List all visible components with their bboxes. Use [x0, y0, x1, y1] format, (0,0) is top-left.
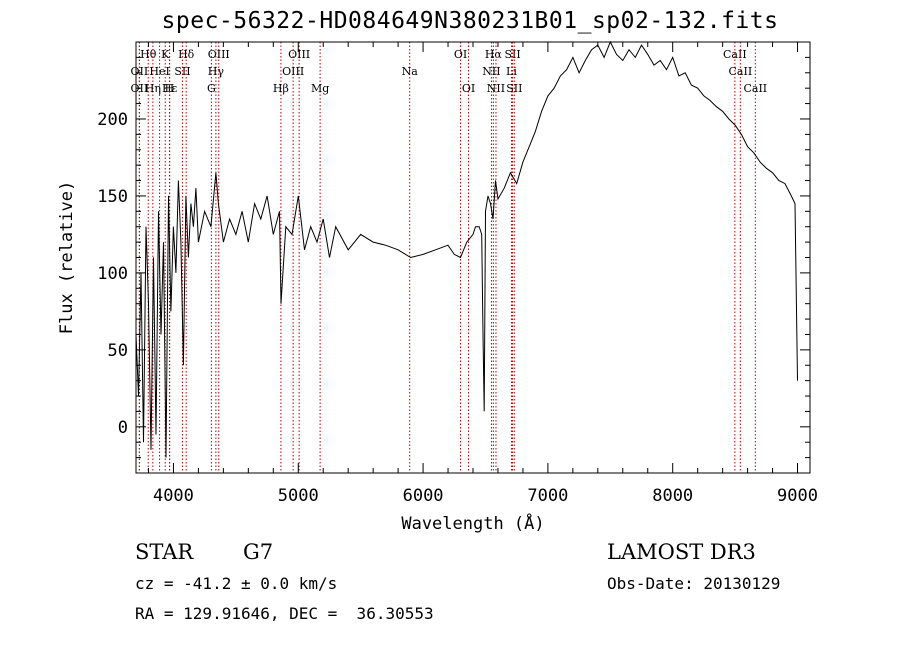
spectral-line-label: CaII: [723, 48, 747, 61]
spectral-line-label: SII: [504, 48, 520, 61]
chart-title: spec-56322-HD084649N380231B01_sp02-132.f…: [161, 8, 779, 34]
spectral-line-label: SII: [174, 65, 190, 78]
y-tick-label: 50: [108, 341, 128, 361]
spectral-line-label: OI: [462, 82, 475, 95]
y-axis-label: Flux (relative): [57, 181, 77, 335]
y-tick-label: 0: [118, 418, 128, 438]
spectral-line-label: Hθ: [140, 48, 157, 61]
object-subclass: G7: [243, 540, 274, 564]
x-tick-label: 7000: [527, 486, 568, 506]
coordinates-readout: RA = 129.91646, DEC = 36.30553: [135, 604, 434, 623]
spectrum-series-line: [135, 40, 798, 458]
x-tick-label: 8000: [652, 486, 693, 506]
spectral-line-label: Hγ: [208, 65, 225, 78]
redshift-readout: cz = -41.2 ± 0.0 km/s: [135, 574, 338, 593]
spectral-line-label: CaII: [743, 82, 767, 95]
spectral-line-label: Hβ: [273, 82, 289, 95]
spectral-line-label: NII: [482, 65, 500, 78]
x-tick-label: 4000: [153, 486, 194, 506]
spectral-line-label: Hδ: [178, 48, 195, 61]
spectral-line-label: Hη: [145, 82, 161, 95]
spectral-line-label: NII: [487, 82, 505, 95]
spectral-line-label: SII: [506, 82, 522, 95]
spectral-line-label: K: [161, 48, 170, 61]
x-tick-label: 6000: [403, 486, 444, 506]
spectral-line-label: Hα: [485, 48, 503, 61]
x-tick-label: 5000: [278, 486, 319, 506]
spectral-line-label: OIII: [208, 48, 230, 61]
spectral-line-label: Li: [506, 65, 517, 78]
spectral-line-label: OIII: [282, 65, 304, 78]
spectral-line-label: OI: [454, 48, 467, 61]
observation-date: Obs-Date: 20130129: [607, 574, 781, 593]
x-axis-label: Wavelength (Å): [401, 512, 544, 534]
y-tick-label: 150: [97, 187, 128, 207]
spectral-line-label: H: [165, 82, 175, 95]
plot-frame: [135, 41, 811, 474]
spectral-line-label: G: [207, 82, 216, 95]
object-class: STAR: [135, 540, 194, 564]
spectral-line-label: HeI: [149, 65, 169, 78]
spectral-line-label: Mg: [311, 82, 329, 95]
x-tick-label: 9000: [777, 486, 818, 506]
spectral-line-label: Na: [402, 65, 419, 78]
spectral-line-label: CaII: [729, 65, 753, 78]
survey-label: LAMOST DR3: [607, 540, 756, 564]
spectral-line-label: OIII: [288, 48, 310, 61]
y-tick-label: 200: [97, 110, 128, 130]
y-tick-label: 100: [97, 264, 128, 284]
